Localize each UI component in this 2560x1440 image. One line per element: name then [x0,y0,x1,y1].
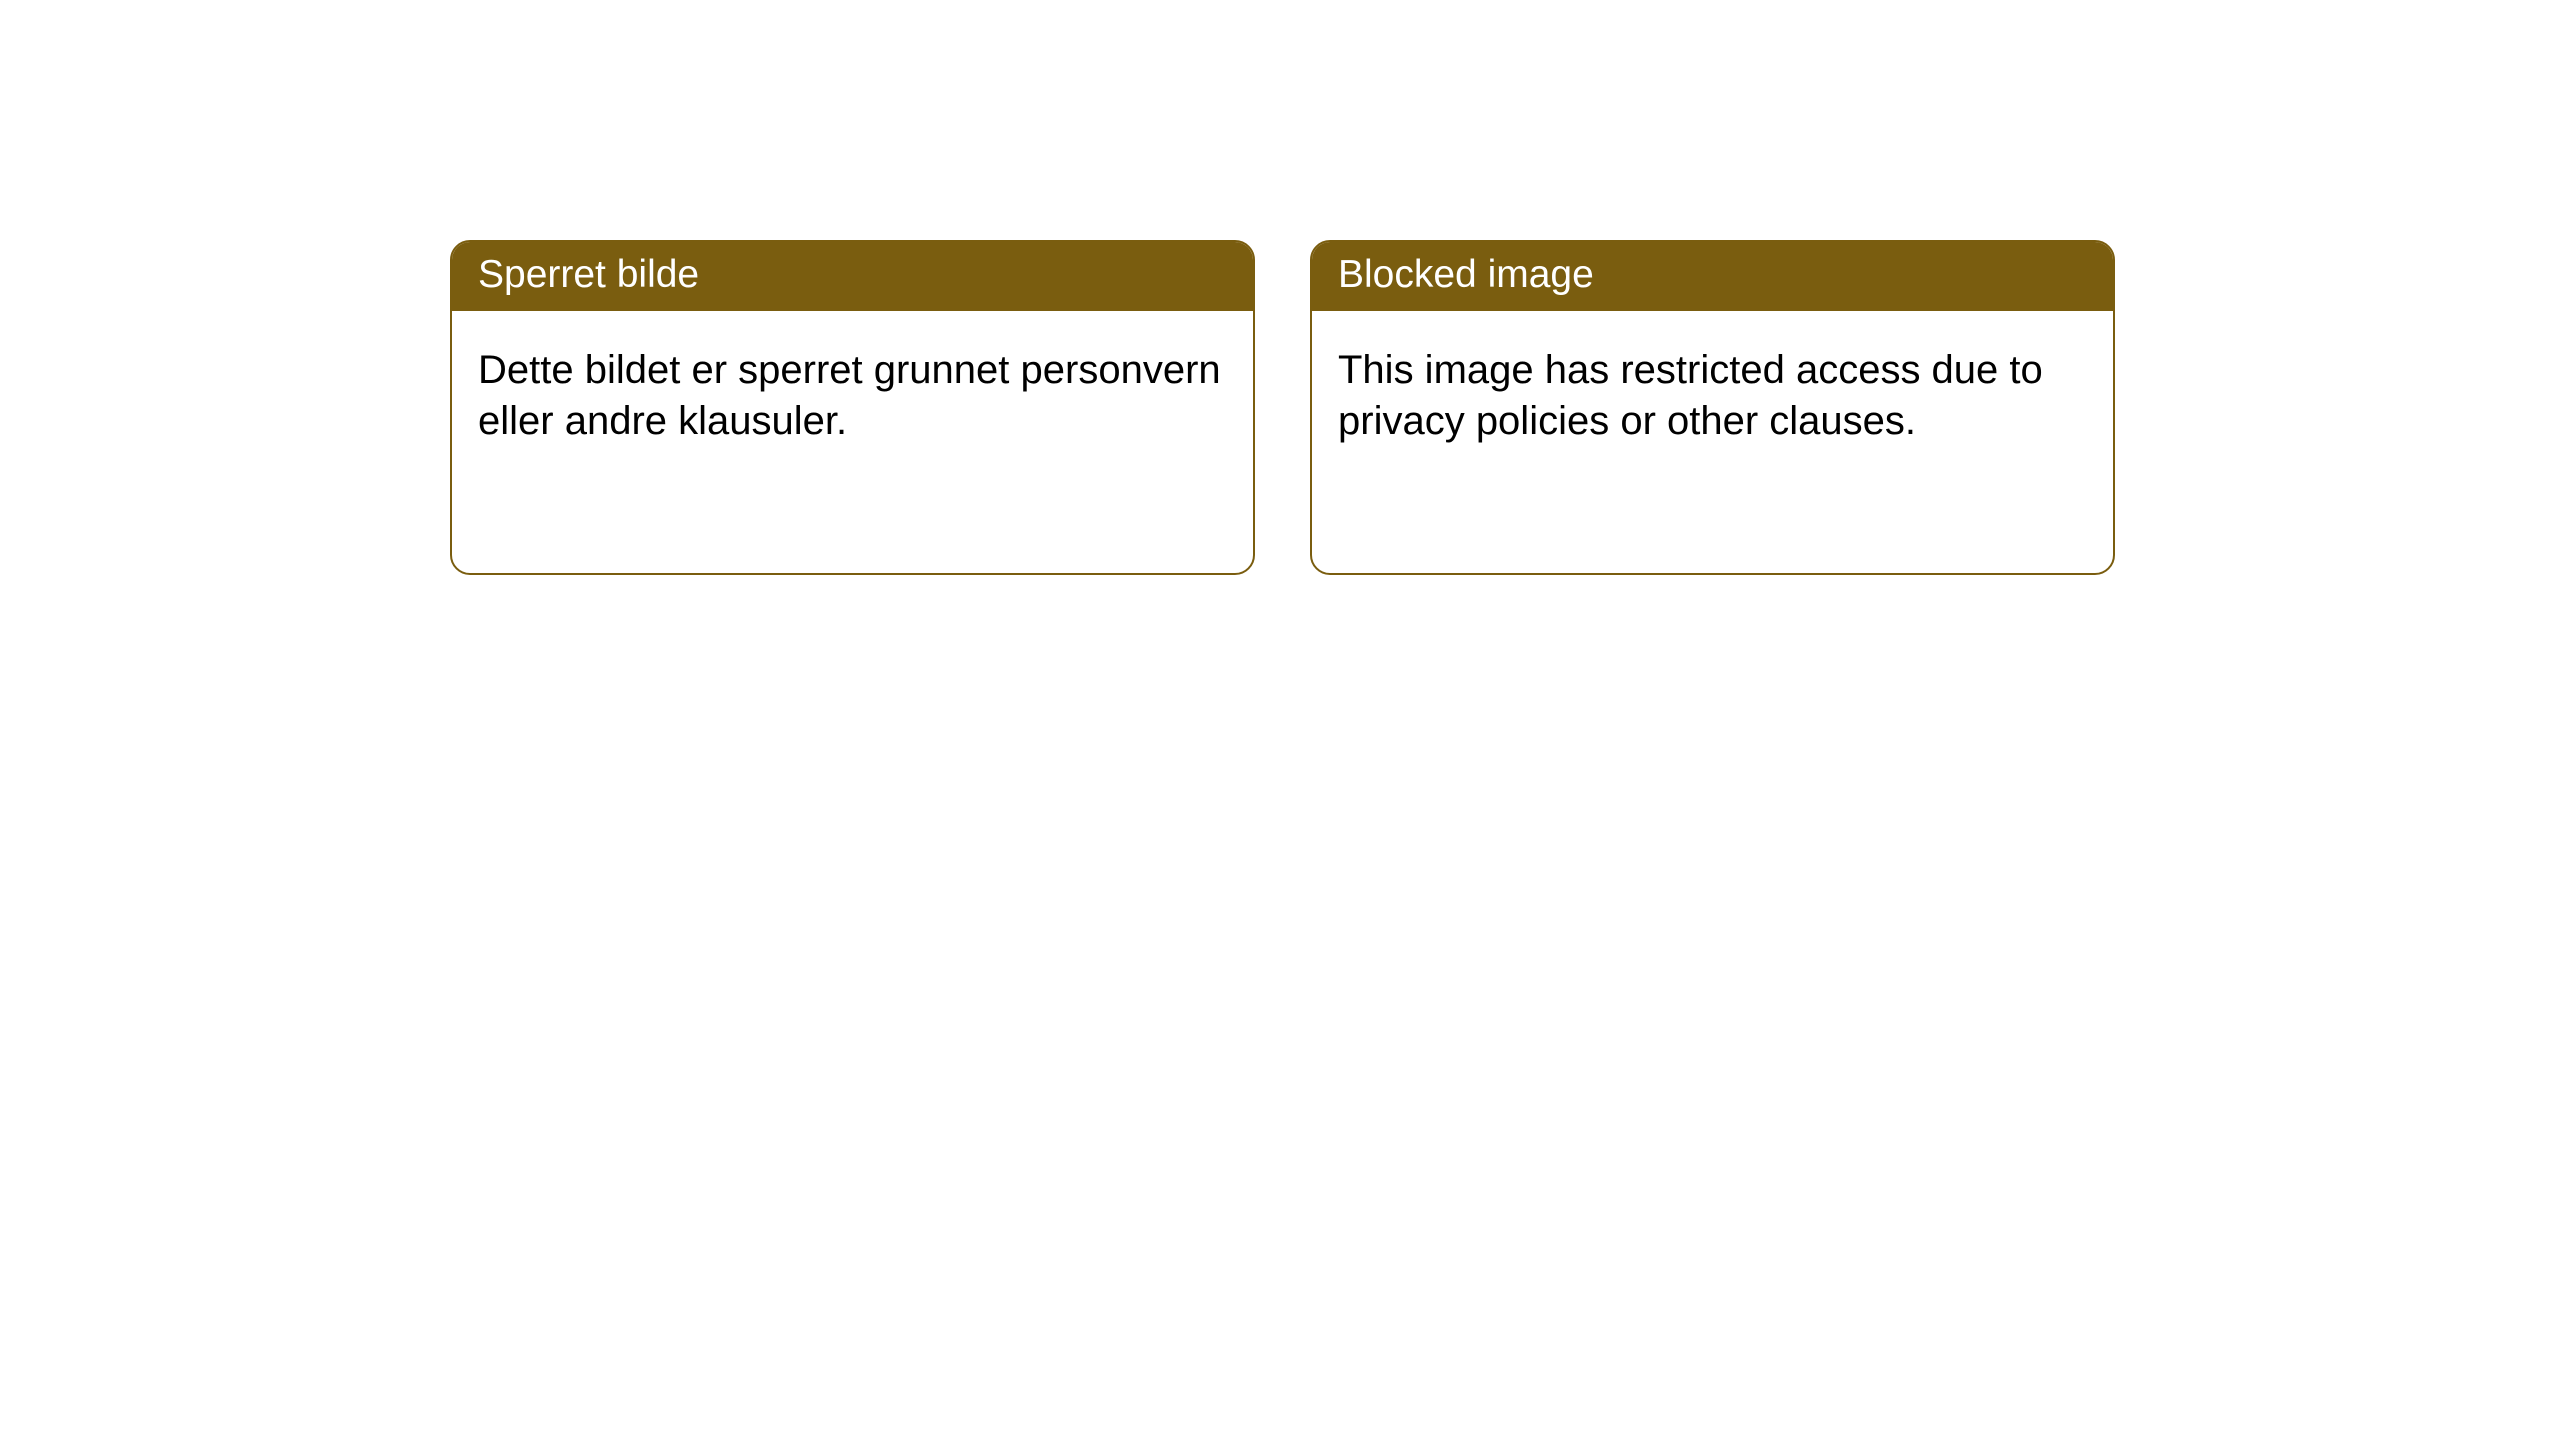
notice-body-en: This image has restricted access due to … [1312,311,2113,481]
notice-title-no: Sperret bilde [452,242,1253,311]
notice-container: Sperret bilde Dette bildet er sperret gr… [450,240,2115,575]
notice-card-no: Sperret bilde Dette bildet er sperret gr… [450,240,1255,575]
notice-card-en: Blocked image This image has restricted … [1310,240,2115,575]
notice-body-no: Dette bildet er sperret grunnet personve… [452,311,1253,481]
notice-title-en: Blocked image [1312,242,2113,311]
